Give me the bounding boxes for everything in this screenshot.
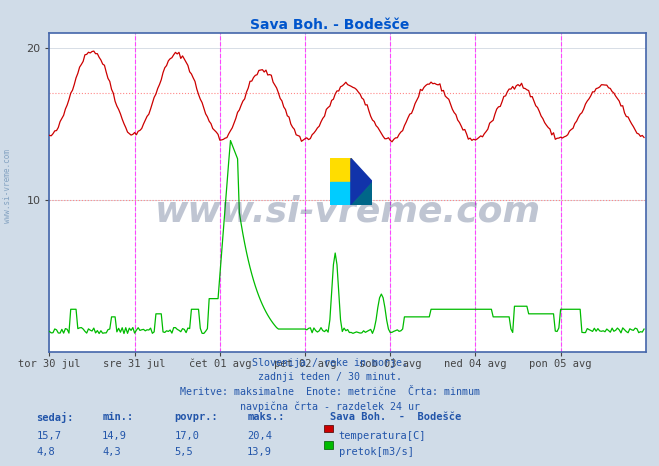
Text: 13,9: 13,9 bbox=[247, 447, 272, 457]
Text: 14,9: 14,9 bbox=[102, 431, 127, 441]
Text: pretok[m3/s]: pretok[m3/s] bbox=[339, 447, 414, 457]
Polygon shape bbox=[351, 158, 372, 205]
Text: 4,3: 4,3 bbox=[102, 447, 121, 457]
Polygon shape bbox=[330, 158, 351, 182]
Text: Slovenija / reke in morje.
zadnji teden / 30 minut.
Meritve: maksimalne  Enote: : Slovenija / reke in morje. zadnji teden … bbox=[179, 358, 480, 412]
Text: Sava Boh. - Bodešče: Sava Boh. - Bodešče bbox=[250, 18, 409, 32]
Text: 15,7: 15,7 bbox=[36, 431, 61, 441]
Text: Sava Boh.  -  Bodešče: Sava Boh. - Bodešče bbox=[330, 412, 461, 422]
Text: sedaj:: sedaj: bbox=[36, 412, 74, 424]
Polygon shape bbox=[330, 182, 351, 205]
Text: maks.:: maks.: bbox=[247, 412, 285, 422]
Text: 17,0: 17,0 bbox=[175, 431, 200, 441]
Text: www.si-vreme.com: www.si-vreme.com bbox=[3, 150, 13, 223]
Text: temperatura[C]: temperatura[C] bbox=[339, 431, 426, 441]
Text: min.:: min.: bbox=[102, 412, 133, 422]
Text: www.si-vreme.com: www.si-vreme.com bbox=[155, 194, 540, 228]
Text: 20,4: 20,4 bbox=[247, 431, 272, 441]
Text: 4,8: 4,8 bbox=[36, 447, 55, 457]
Polygon shape bbox=[351, 182, 372, 205]
Text: povpr.:: povpr.: bbox=[175, 412, 218, 422]
Text: 5,5: 5,5 bbox=[175, 447, 193, 457]
